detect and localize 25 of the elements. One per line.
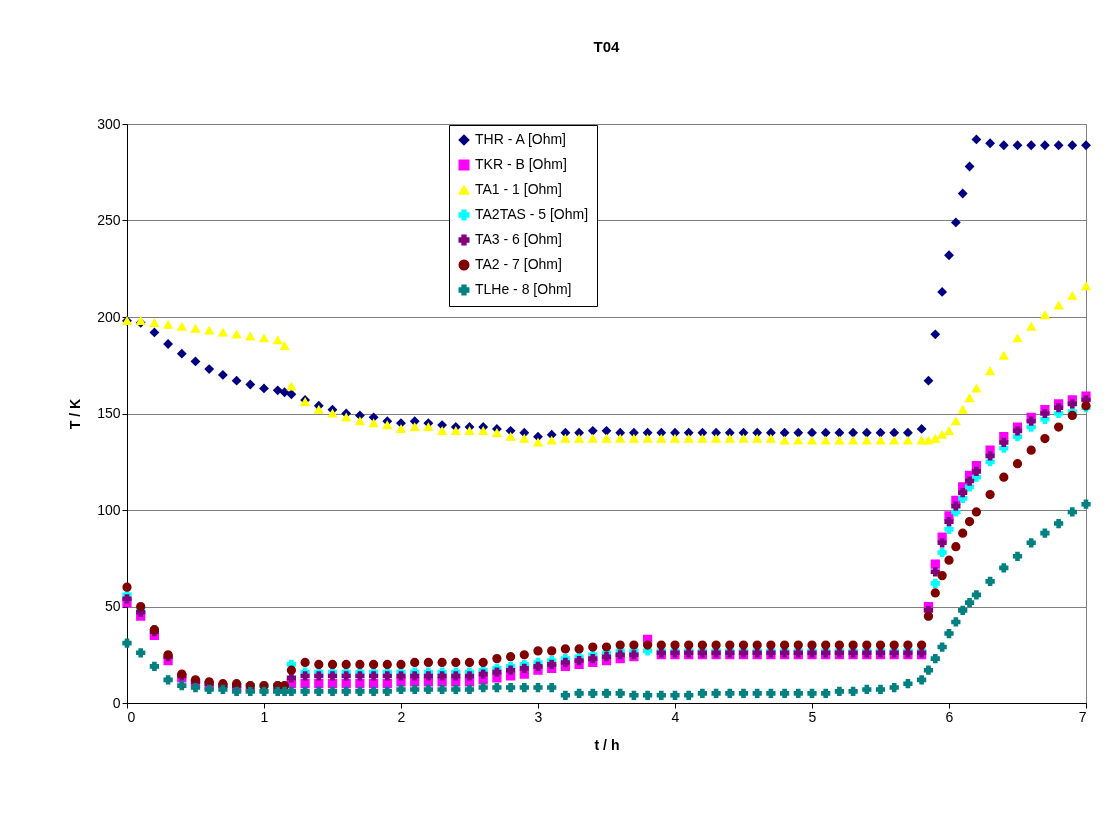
legend-label: TKR - B [Ohm] [475, 156, 567, 172]
x-tick-label: 2 [397, 708, 406, 725]
x-tick-label: 7 [1078, 708, 1087, 725]
y-tick-label: 200 [97, 308, 121, 325]
x-tick-label: 4 [671, 708, 680, 725]
y-tick-label: 100 [97, 501, 121, 518]
x-tick-label: 3 [534, 708, 543, 725]
y-tick-label: 0 [112, 694, 121, 711]
x-tick-label: 0 [127, 708, 136, 725]
x-tick-label: 1 [260, 708, 269, 725]
legend-label: TA3 - 6 [Ohm] [475, 231, 562, 247]
y-tick-label: 250 [97, 212, 121, 228]
legend-label: TA1 - 1 [Ohm] [475, 181, 562, 197]
legend-label: TA2 - 7 [Ohm] [475, 256, 562, 272]
legend-label: TLHe - 8 [Ohm] [475, 281, 572, 297]
y-axis-title: T / K [67, 398, 84, 430]
x-axis-title: t / h [594, 736, 620, 753]
y-tick-label: 300 [97, 115, 121, 132]
legend-label: TA2TAS - 5 [Ohm] [475, 206, 589, 222]
x-tick-label: 6 [945, 708, 954, 725]
legend-label: THR - A [Ohm] [475, 131, 567, 147]
y-tick-label: 150 [97, 405, 121, 421]
y-tick-label: 50 [104, 598, 121, 614]
x-tick-label: 5 [808, 708, 817, 725]
chart-title: T04 [593, 38, 621, 55]
